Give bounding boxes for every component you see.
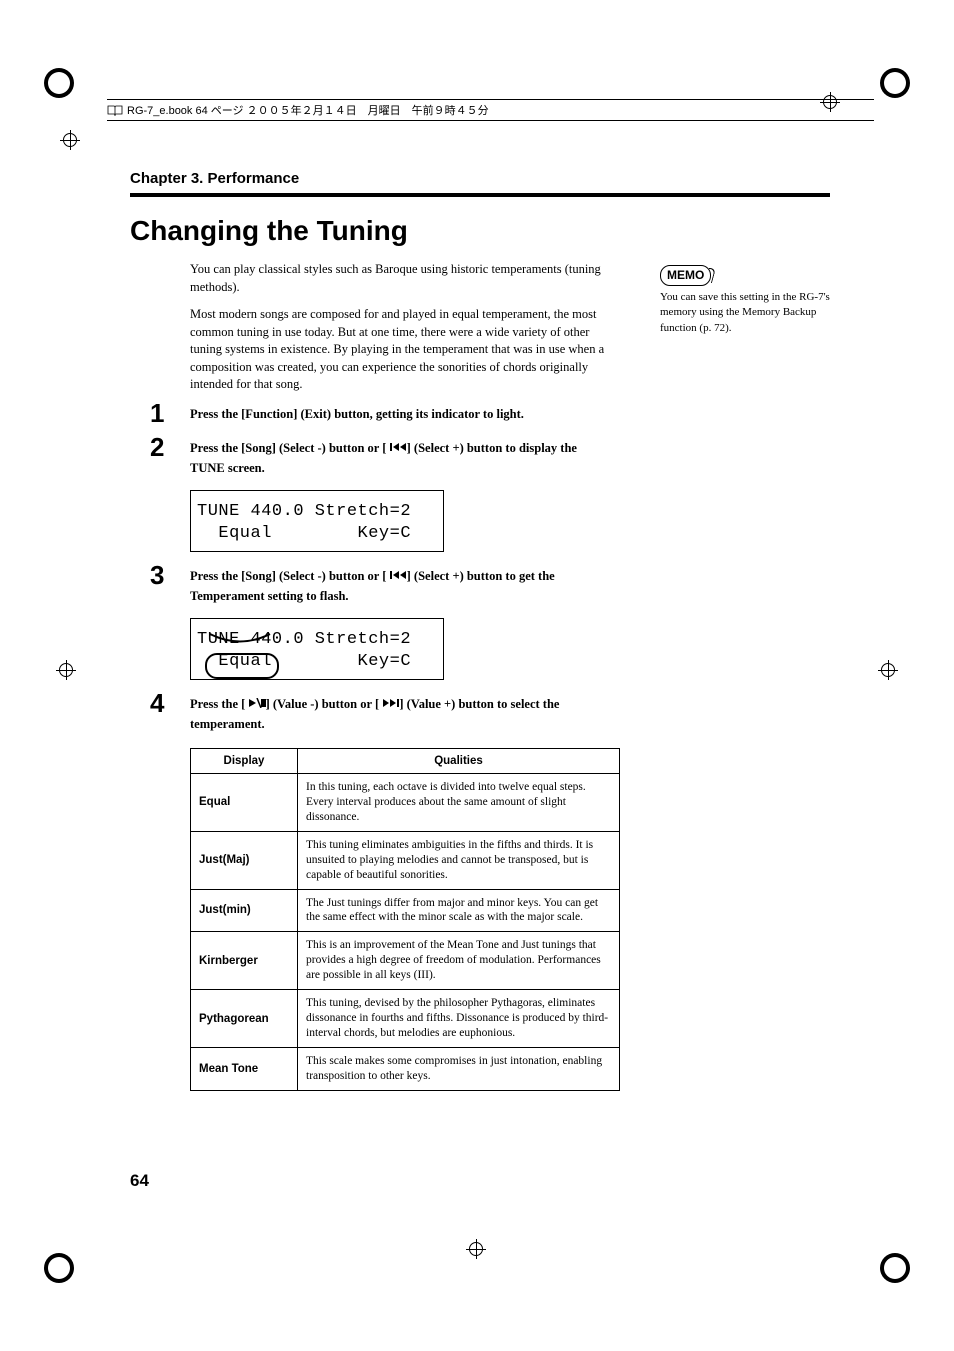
header-bar: RG-7_e.book 64 ページ ２００５年２月１４日 月曜日 午前９時４５…	[107, 97, 874, 123]
step-1: 1 Press the [Function] (Exit) button, ge…	[130, 404, 610, 424]
play-stop-icon	[248, 694, 262, 704]
step-4-text: Press the [ ] (Value -) button or [ ] (V…	[190, 694, 610, 734]
row-label: Pythagorean	[191, 990, 298, 1048]
table-body: EqualIn this tuning, each octave is divi…	[191, 773, 620, 1090]
step-3-text: Press the [Song] (Select -) button or [ …	[190, 566, 610, 606]
chapter-heading: Chapter 3. Performance	[130, 170, 830, 187]
lcd-display-1: TUNE 440.0 Stretch=2 Equal Key=C	[190, 490, 444, 552]
row-label: Equal	[191, 773, 298, 831]
intro-para-2: Most modern songs are composed for and p…	[190, 306, 610, 394]
step-2-text: Press the [Song] (Select -) button or [ …	[190, 438, 610, 478]
lcd-underline-arc	[205, 631, 275, 651]
crop-corner-top-right	[880, 68, 910, 98]
table-row: Mean ToneThis scale makes some compromis…	[191, 1048, 620, 1091]
lcd-highlight-oval	[205, 653, 279, 679]
row-desc: This scale makes some compromises in jus…	[298, 1048, 620, 1091]
step-4-text-a: Press the [	[190, 697, 248, 711]
step-4: 4 Press the [ ] (Value -) button or [ ] …	[130, 694, 610, 734]
table-row: Just(Maj)This tuning eliminates ambiguit…	[191, 831, 620, 889]
ffwd-end-icon	[382, 694, 396, 704]
row-desc: This is an improvement of the Mean Tone …	[298, 932, 620, 990]
step-3-text-a: Press the [Song] (Select -) button or [	[190, 569, 390, 583]
intro-para-1: You can play classical styles such as Ba…	[190, 261, 610, 296]
rewind-icon	[390, 566, 404, 576]
step-3-number: 3	[150, 560, 164, 591]
registration-right	[878, 660, 898, 680]
main-heading: Changing the Tuning	[130, 215, 830, 247]
registration-bottom	[466, 1239, 486, 1259]
lcd-1-line-1: TUNE 440.0 Stretch=2	[197, 501, 437, 523]
table-row: EqualIn this tuning, each octave is divi…	[191, 773, 620, 831]
row-desc: This tuning, devised by the philosopher …	[298, 990, 620, 1048]
crop-corner-bottom-right	[880, 1253, 910, 1283]
crop-corner-top-left	[44, 68, 74, 98]
memo-text: You can save this setting in the RG-7's …	[660, 290, 830, 336]
registration-left-upper	[60, 130, 80, 150]
memo-label: MEMO	[660, 265, 711, 286]
lcd-1-line-2: Equal Key=C	[197, 523, 437, 545]
row-desc: The Just tunings differ from major and m…	[298, 889, 620, 932]
step-2-number: 2	[150, 432, 164, 463]
temperament-table: Display Qualities EqualIn this tuning, e…	[190, 748, 620, 1091]
row-label: Just(min)	[191, 889, 298, 932]
registration-left	[56, 660, 76, 680]
row-label: Just(Maj)	[191, 831, 298, 889]
row-label: Mean Tone	[191, 1048, 298, 1091]
rewind-icon	[390, 438, 404, 448]
table-row: KirnbergerThis is an improvement of the …	[191, 932, 620, 990]
table-row: PythagoreanThis tuning, devised by the p…	[191, 990, 620, 1048]
row-desc: In this tuning, each octave is divided i…	[298, 773, 620, 831]
table-header-qualities: Qualities	[298, 748, 620, 773]
row-label: Kirnberger	[191, 932, 298, 990]
table-header-display: Display	[191, 748, 298, 773]
memo-sidebar: MEMO You can save this setting in the RG…	[660, 265, 830, 336]
lcd-display-2: TUNE 440.0 Stretch=2 Equal Key=C	[190, 618, 444, 680]
step-1-text: Press the [Function] (Exit) button, gett…	[190, 404, 610, 424]
thick-rule	[130, 193, 830, 197]
row-desc: This tuning eliminates ambiguities in th…	[298, 831, 620, 889]
step-1-number: 1	[150, 398, 164, 429]
page-number: 64	[130, 1171, 149, 1191]
step-3: 3 Press the [Song] (Select -) button or …	[130, 566, 610, 680]
step-4-text-b: ] (Value -) button or [	[266, 697, 383, 711]
table-row: Just(min)The Just tunings differ from ma…	[191, 889, 620, 932]
step-2: 2 Press the [Song] (Select -) button or …	[130, 438, 610, 552]
book-header-info: RG-7_e.book 64 ページ ２００５年２月１４日 月曜日 午前９時４５…	[107, 105, 489, 117]
crop-corner-bottom-left	[44, 1253, 74, 1283]
step-4-number: 4	[150, 688, 164, 719]
step-2-text-a: Press the [Song] (Select -) button or [	[190, 441, 390, 455]
